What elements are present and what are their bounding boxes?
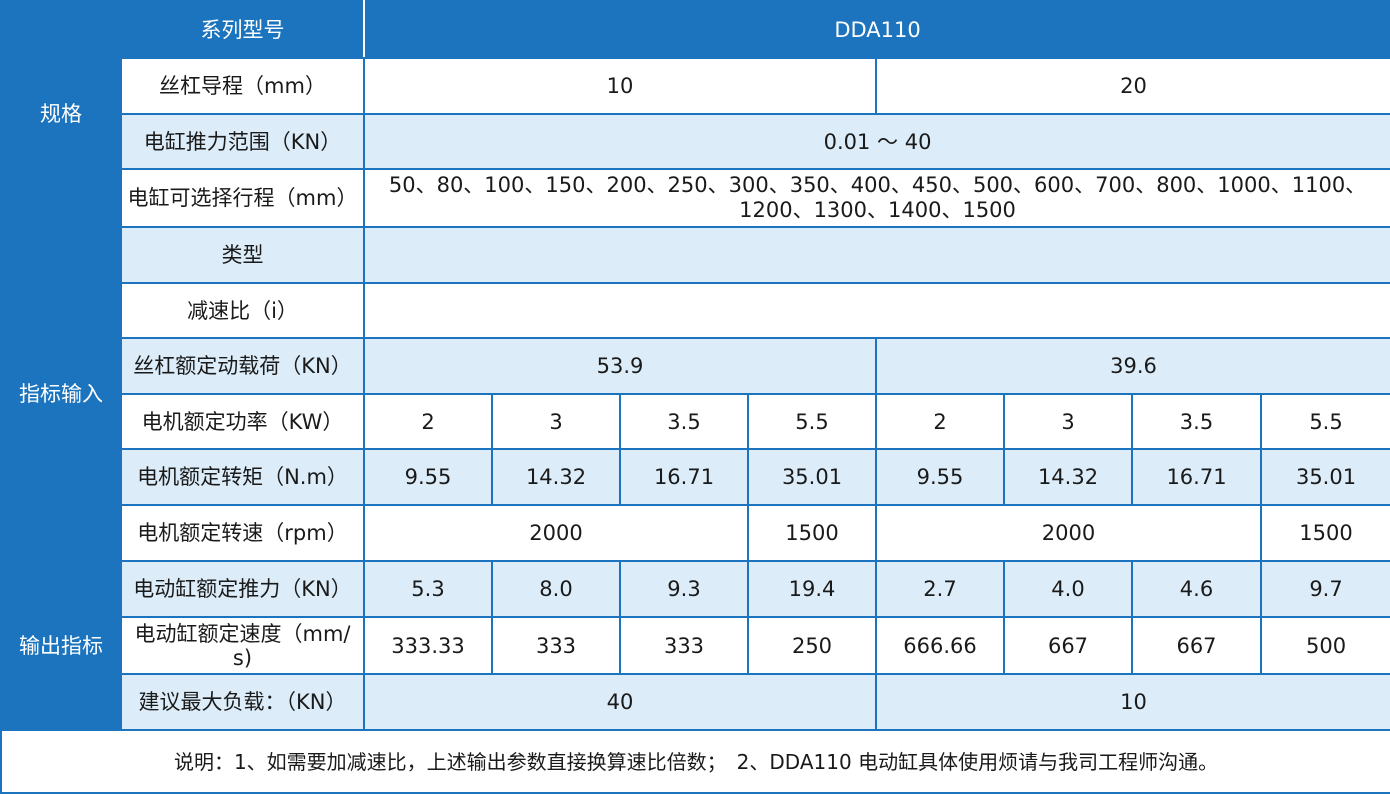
value-cell: 53.9 [363, 337, 877, 395]
row-label: 丝杠额定动载荷（KN） [120, 337, 365, 395]
value-cell: 2 [875, 393, 1005, 450]
stroke-line-2: 1200、1300、1400、1500 [739, 198, 1016, 222]
table-row-thrust-range: 电缸推力范围（KN） 0.01 ～ 40 [1, 113, 1390, 170]
value-cell: 3.5 [619, 393, 749, 450]
model-name: DDA110 [362, 0, 1390, 59]
value-cell: 333.33 [363, 616, 493, 675]
value-cell: 39.6 [874, 337, 1390, 395]
value-cell: 3 [491, 393, 621, 450]
table-row-motor-torque: 电机额定转矩（N.m） 9.55 14.32 16.71 35.01 9.55 … [1, 448, 1390, 506]
row-label: 电动缸额定推力（KN） [120, 560, 365, 618]
row-label-line-1: 电动缸额定速度（mm/ [134, 621, 351, 646]
table-row-motor-power: 电机额定功率（KW） 2 3 3.5 5.5 2 3 3.5 5.5 [1, 393, 1390, 450]
table-row-cyl-speed: 电动缸额定速度（mm/ s) 333.33 333 333 250 666.66… [1, 616, 1390, 675]
value-cell: 19.4 [747, 560, 877, 618]
value-cell: 333 [491, 616, 621, 675]
value-cell [362, 226, 1390, 284]
value-cell: 10 [363, 57, 877, 115]
note-row: 说明：1、如需要加减速比，上述输出参数直接换算速比倍数； 2、DDA110 电动… [0, 729, 1390, 794]
value-cell: 10 [874, 673, 1390, 731]
value-cell: 40 [363, 673, 877, 731]
value-cell: 16.71 [1131, 448, 1262, 506]
value-cell: 2.7 [875, 560, 1005, 618]
value-cell: 2 [363, 393, 493, 450]
value-cell: 2000 [363, 504, 749, 562]
stroke-line-1: 50、80、100、150、200、250、300、350、400、450、50… [388, 173, 1367, 197]
value-cell: 667 [1003, 616, 1133, 675]
value-cell: 14.32 [491, 448, 621, 506]
value-cell: 250 [747, 616, 877, 675]
table-row-max-load: 建议最大负载：（KN） 40 10 [1, 673, 1390, 731]
row-label: 电机额定功率（KW） [120, 393, 365, 450]
series-label: 系列型号 [120, 0, 365, 59]
value-cell: 3.5 [1131, 393, 1262, 450]
table-row-lead: 丝杠导程（mm） 10 20 [1, 57, 1390, 115]
row-label: 电缸推力范围（KN） [120, 113, 365, 170]
row-label: 丝杠导程（mm） [120, 57, 365, 115]
value-cell: 20 [874, 57, 1390, 115]
group-input: 指标输入 [0, 226, 122, 562]
row-label: 减速比（i） [120, 282, 365, 339]
header-row: 规格 系列型号 DDA110 [0, 0, 1390, 228]
value-cell: 8.0 [491, 560, 621, 618]
value-cell: 9.3 [619, 560, 749, 618]
value-cell: 5.3 [363, 560, 493, 618]
table-row-motor-speed: 电机额定转速（rpm） 2000 1500 2000 1500 [1, 504, 1390, 562]
value-cell: 2000 [875, 504, 1262, 562]
value-cell: 9.55 [875, 448, 1005, 506]
value-cell: 50、80、100、150、200、250、300、350、400、450、50… [362, 168, 1390, 228]
value-cell [362, 282, 1390, 339]
table-row-stroke: 电缸可选择行程（mm） 50、80、100、150、200、250、300、35… [1, 168, 1390, 228]
row-label: 建议最大负载：（KN） [120, 673, 365, 731]
value-cell: 3 [1003, 393, 1133, 450]
group-output: 输出指标 [0, 560, 122, 731]
value-cell: 1500 [747, 504, 877, 562]
value-cell: 667 [1131, 616, 1262, 675]
value-cell: 16.71 [619, 448, 749, 506]
value-cell: 1500 [1259, 504, 1390, 562]
value-cell: 4.6 [1131, 560, 1262, 618]
table-row-ratio: 减速比（i） [1, 282, 1390, 339]
value-cell: 35.01 [747, 448, 877, 506]
table-row-cyl-thrust: 输出指标 电动缸额定推力（KN） 5.3 8.0 9.3 19.4 2.7 4.… [0, 560, 1390, 731]
footnote: 说明：1、如需要加减速比，上述输出参数直接换算速比倍数； 2、DDA110 电动… [0, 729, 1390, 794]
value-cell: 333 [619, 616, 749, 675]
value-cell: 9.7 [1259, 560, 1390, 618]
value-cell: 14.32 [1003, 448, 1133, 506]
row-label: 电缸可选择行程（mm） [120, 168, 365, 228]
value-cell: 5.5 [747, 393, 877, 450]
group-spec: 规格 [0, 0, 122, 228]
value-cell: 666.66 [875, 616, 1005, 675]
value-cell: 5.5 [1259, 393, 1390, 450]
table-row-screw-load: 丝杠额定动载荷（KN） 53.9 39.6 [1, 337, 1390, 395]
row-label-line-2: s) [232, 645, 253, 670]
value-cell: 500 [1259, 616, 1390, 675]
value-cell: 4.0 [1003, 560, 1133, 618]
row-label: 电机额定转速（rpm） [120, 504, 365, 562]
value-cell: 35.01 [1259, 448, 1390, 506]
row-label: 电机额定转矩（N.m） [120, 448, 365, 506]
table-row-type: 指标输入 类型 [0, 226, 1390, 562]
row-label: 电动缸额定速度（mm/ s) [120, 616, 365, 675]
value-cell: 0.01 ～ 40 [362, 113, 1390, 170]
row-label: 类型 [120, 226, 365, 284]
value-cell: 9.55 [363, 448, 493, 506]
